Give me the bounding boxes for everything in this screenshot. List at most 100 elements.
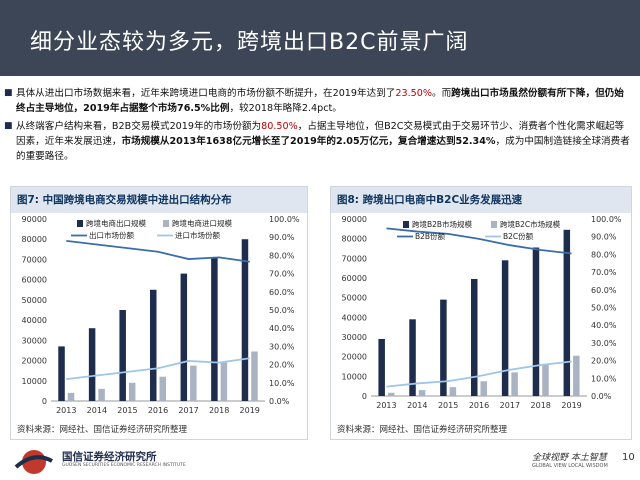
bar bbox=[190, 365, 197, 401]
y2-tick-label: 70.0% bbox=[591, 268, 617, 277]
bar bbox=[563, 229, 571, 396]
y2-tick-label: 30.0% bbox=[269, 342, 295, 351]
bar bbox=[128, 382, 136, 401]
y2-tick-label: 20.0% bbox=[591, 357, 617, 366]
figure-8: 图8: 跨境出口电商中B2C业务发展迅速 0 10000 20000 30000 400… bbox=[330, 186, 632, 440]
bar bbox=[501, 260, 509, 396]
bar bbox=[98, 388, 105, 401]
y2-tick-label: 90.0% bbox=[269, 233, 295, 242]
bullet-square-icon: ■ bbox=[4, 88, 13, 98]
page-title: 细分业态较为多元，跨境出口B2C前景广阔 bbox=[30, 30, 469, 55]
y2-tick-label: 90.0% bbox=[591, 233, 617, 242]
x-tick-label: 2018 bbox=[531, 401, 551, 410]
figure-source: 资料来源：网经社、国信证券经济研究所整理 bbox=[17, 425, 188, 435]
figure-caption: 图8: 跨境出口电商中B2C业务发展迅速 bbox=[331, 187, 631, 213]
x-tick-label: 2015 bbox=[117, 406, 137, 413]
y-tick-label: 80000 bbox=[342, 235, 367, 244]
bar bbox=[387, 392, 395, 396]
legend-label: 进口市场份额 bbox=[175, 230, 220, 240]
bullet-segment: 跨境出口市场虽然份额有所下降，但仍始终占主导地位，2019年占据整个市场76.5… bbox=[16, 88, 624, 114]
figure-7: 图7: 中国跨境电商交易规模中进出口结构分布 0 10000 20000 30000 4… bbox=[10, 186, 308, 440]
bar bbox=[211, 257, 218, 401]
bar bbox=[119, 310, 126, 401]
x-tick-label: 2018 bbox=[209, 406, 229, 413]
bar bbox=[471, 278, 478, 396]
bar bbox=[67, 392, 75, 401]
figure-source: 资料来源：网经社、国信证券经济研究所整理 bbox=[337, 425, 508, 435]
bar bbox=[440, 299, 447, 396]
bullet-segment: 市场规模从2013年1638亿元增长至了2019年的2.05万亿元，复合增速达到… bbox=[121, 136, 496, 147]
x-tick-label: 2019 bbox=[561, 401, 581, 410]
y-tick-label: 0 bbox=[42, 397, 47, 406]
y2-tick-label: 80.0% bbox=[269, 251, 295, 260]
page-number: 10 bbox=[622, 452, 635, 463]
legend-label: B2B份额 bbox=[415, 231, 446, 241]
bar bbox=[241, 239, 249, 401]
y-tick-label: 90000 bbox=[22, 215, 47, 224]
x-tick-label: 2013 bbox=[56, 406, 76, 413]
y2-tick-label: 0.0% bbox=[269, 397, 290, 406]
series-line bbox=[386, 360, 572, 388]
y-tick-label: 10000 bbox=[22, 377, 47, 386]
chart-import-export-structure: 0 10000 20000 30000 40000 50000 60000 70000 8000… bbox=[22, 215, 300, 413]
bar bbox=[378, 338, 385, 396]
series-line bbox=[386, 227, 572, 255]
y2-tick-label: 40.0% bbox=[269, 324, 295, 333]
legend-label: 跨境电商出口规模 bbox=[86, 218, 146, 228]
bullet-segment: ，较2018年略降2.4pct。 bbox=[229, 103, 342, 114]
bullet-list: ■ 具体从进出口市场数据来看，近年来跨境进口电商的市场份额不断提升，在2019年… bbox=[4, 86, 632, 167]
bar bbox=[180, 273, 188, 401]
y-tick-label: 40000 bbox=[22, 316, 47, 325]
series-line bbox=[66, 239, 250, 263]
bar bbox=[220, 362, 228, 401]
y2-tick-label: 50.0% bbox=[591, 304, 617, 313]
y-tick-label: 50000 bbox=[342, 294, 367, 303]
bar bbox=[150, 289, 157, 401]
bullet-square-icon: ■ bbox=[4, 121, 13, 131]
bar bbox=[573, 355, 580, 396]
bullet-segment: 80.50% bbox=[261, 121, 298, 132]
title-bar: 细分业态较为多元，跨境出口B2C前景广阔 bbox=[0, 0, 640, 76]
y-tick-label: 80000 bbox=[22, 235, 47, 244]
y2-tick-label: 100.0% bbox=[269, 215, 300, 224]
bar bbox=[58, 346, 65, 401]
legend-label: 跨境B2B市场规模 bbox=[412, 219, 473, 229]
figure-caption: 图7: 中国跨境电商交易规模中进出口结构分布 bbox=[11, 187, 307, 213]
y-tick-label: 20000 bbox=[342, 353, 367, 362]
y-tick-label: 30000 bbox=[22, 336, 47, 345]
y-tick-label: 20000 bbox=[22, 357, 47, 366]
y2-tick-label: 50.0% bbox=[269, 306, 295, 315]
legend-label: 跨境B2C市场规模 bbox=[500, 219, 561, 229]
bullet-item: ■ 具体从进出口市场数据来看，近年来跨境进口电商的市场份额不断提升，在2019年… bbox=[4, 86, 632, 116]
x-tick-label: 2016 bbox=[148, 406, 168, 413]
bullet-item: ■ 从终端客户结构来看，B2B交易模式2019年的市场份额为80.50%，占据主… bbox=[4, 119, 632, 164]
y-tick-label: 70000 bbox=[342, 254, 367, 263]
y2-tick-label: 0.0% bbox=[591, 392, 612, 401]
y2-tick-label: 80.0% bbox=[591, 250, 617, 259]
y-tick-label: 40000 bbox=[342, 313, 367, 322]
company-name: 国信证券经济研究所 bbox=[62, 451, 157, 463]
y2-tick-label: 70.0% bbox=[269, 270, 295, 279]
y2-tick-label: 60.0% bbox=[269, 288, 295, 297]
y-tick-label: 0 bbox=[362, 392, 367, 401]
y2-tick-label: 100.0% bbox=[591, 215, 622, 224]
bar bbox=[532, 247, 540, 396]
bullet-text: 具体从进出口市场数据来看，近年来跨境进口电商的市场份额不断提升，在2019年达到… bbox=[16, 86, 632, 116]
legend-swatch bbox=[163, 220, 169, 227]
bullet-segment: ，占据主导地位，但B2C交易模式由于交易环节少、消费者个性化需求崛起等因素，近年… bbox=[16, 121, 625, 147]
bullet-segment: 从终端客户结构来看，B2B交易模式2019年的市场份额为 bbox=[16, 121, 262, 132]
legend-swatch bbox=[77, 220, 83, 227]
bullet-text: 从终端客户结构来看，B2B交易模式2019年的市场份额为80.50%，占据主导地… bbox=[16, 119, 632, 164]
series-line bbox=[66, 357, 250, 381]
bar bbox=[542, 364, 549, 396]
guosen-logo-icon bbox=[14, 450, 53, 474]
bar bbox=[251, 351, 258, 401]
x-tick-label: 2016 bbox=[469, 401, 489, 410]
bar bbox=[159, 376, 166, 401]
legend-label: 出口市场份额 bbox=[89, 230, 134, 240]
x-tick-label: 2014 bbox=[87, 406, 107, 413]
bar bbox=[480, 381, 487, 396]
y-tick-label: 10000 bbox=[342, 372, 367, 381]
bullet-segment: ，成为中国制造链接全球消费者的重要路径。 bbox=[16, 136, 630, 162]
y2-tick-label: 30.0% bbox=[591, 339, 617, 348]
